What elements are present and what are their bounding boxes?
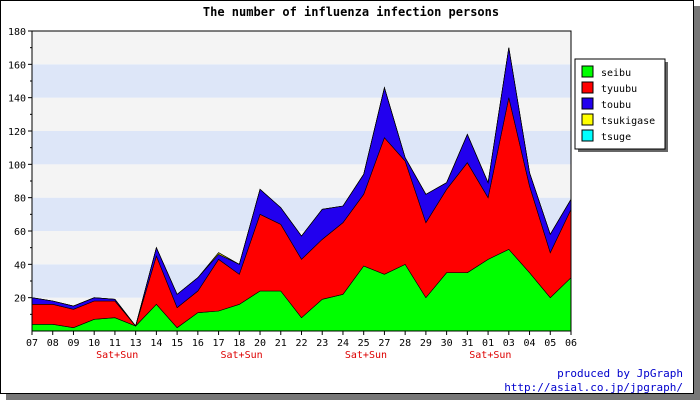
x-tick-label: 06 (565, 338, 577, 349)
x-tick-label: 10 (88, 338, 100, 349)
legend-label-tsuge: tsuge (601, 132, 631, 143)
x-tick-label: 21 (275, 338, 287, 349)
x-tick-label: 28 (399, 338, 411, 349)
x-tick-label: 01 (482, 338, 494, 349)
legend-swatch-tsuge (581, 129, 594, 142)
y-tick-label: 20 (14, 294, 26, 305)
legend-swatch-tsukigase (581, 113, 594, 126)
x-tick-label: 09 (67, 338, 79, 349)
chart-title: The number of influenza infection person… (203, 5, 499, 19)
x-tick-label: 11 (109, 338, 121, 349)
y-tick-label: 60 (14, 227, 26, 238)
x-tick-label: 03 (503, 338, 515, 349)
y-tick-label: 160 (8, 60, 26, 71)
x-tick-label: 23 (316, 338, 328, 349)
weekend-label: Sat+Sun (220, 350, 262, 361)
legend-swatch-seibu (581, 65, 594, 78)
x-tick-label: 16 (192, 338, 204, 349)
y-tick-label: 140 (8, 94, 26, 105)
axes (28, 30, 572, 335)
y-tick-label: 100 (8, 160, 26, 171)
x-tick-label: 31 (461, 338, 473, 349)
x-tick-label: 30 (441, 338, 453, 349)
legend-label-tyuubu: tyuubu (601, 84, 637, 95)
y-tick-label: 80 (14, 194, 26, 205)
y-tick-label: 40 (14, 260, 26, 271)
y-tick-label: 180 (8, 27, 26, 38)
x-tick-label: 25 (358, 338, 370, 349)
weekend-label: Sat+Sun (345, 350, 387, 361)
background-band (32, 97, 571, 131)
x-tick-label: 27 (378, 338, 390, 349)
x-tick-label: 13 (130, 338, 142, 349)
credit-url[interactable]: http://asial.co.jp/jpgraph/ (504, 381, 683, 394)
credit-produced-by: produced by JpGraph (557, 367, 683, 380)
background-band (32, 64, 571, 98)
legend-label-seibu: seibu (601, 68, 631, 79)
legend-label-tsukigase: tsukigase (601, 116, 655, 127)
chart-frame: The number of influenza infection person… (0, 0, 694, 394)
x-tick-label: 14 (150, 338, 162, 349)
x-tick-label: 04 (524, 338, 536, 349)
x-tick-label: 05 (544, 338, 556, 349)
legend: seibu tyuubu toubu tsukigase tsuge (574, 58, 668, 152)
x-tick-label: 08 (47, 338, 59, 349)
background-band (32, 31, 571, 65)
x-tick-label: 20 (254, 338, 266, 349)
weekend-label: Sat+Sun (469, 350, 511, 361)
legend-swatch-toubu (581, 97, 594, 110)
legend-label-toubu: toubu (601, 100, 631, 111)
legend-swatch-tyuubu (581, 81, 594, 94)
weekend-label: Sat+Sun (96, 350, 138, 361)
x-tick-label: 17 (213, 338, 225, 349)
x-tick-label: 18 (233, 338, 245, 349)
x-tick-label: 15 (171, 338, 183, 349)
x-tick-label: 29 (420, 338, 432, 349)
x-tick-label: 24 (337, 338, 349, 349)
x-tick-label: 22 (295, 338, 307, 349)
x-tick-label: 07 (26, 338, 38, 349)
background-band (32, 131, 571, 165)
y-tick-label: 120 (8, 127, 26, 138)
